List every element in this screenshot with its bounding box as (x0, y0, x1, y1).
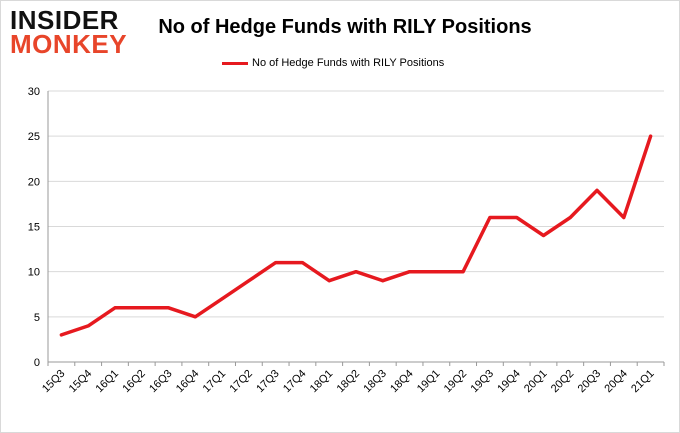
data-point (220, 297, 224, 301)
legend-label: No of Hedge Funds with RILY Positions (252, 57, 445, 69)
y-tick-label: 30 (28, 86, 40, 98)
data-point (488, 215, 492, 219)
x-tick-label: 15Q4 (67, 368, 95, 396)
y-tick-label: 25 (28, 131, 40, 143)
y-tick-label: 20 (28, 176, 40, 188)
data-point (595, 188, 599, 192)
y-tick-label: 10 (28, 267, 40, 279)
axes (47, 91, 665, 366)
data-point (140, 306, 144, 310)
x-tick-label: 17Q3 (254, 368, 282, 396)
x-tick-label: 16Q2 (120, 368, 148, 396)
y-tick-label: 5 (34, 312, 40, 324)
x-tick-label: 18Q1 (308, 368, 336, 396)
x-tick-label: 17Q2 (227, 368, 255, 396)
data-point (354, 270, 358, 274)
x-tick-label: 19Q4 (495, 368, 523, 396)
x-tick-label: 20Q4 (602, 368, 630, 396)
x-tick-label: 16Q4 (174, 368, 202, 396)
data-point (167, 306, 171, 310)
x-tick-label: 20Q2 (549, 368, 577, 396)
series-line (59, 134, 653, 337)
chart-title: No of Hedge Funds with RILY Positions (158, 16, 532, 38)
logo-text-bottom: MONKEY (10, 29, 128, 59)
data-point (541, 234, 545, 238)
data-point (622, 215, 626, 219)
x-tick-label: 18Q3 (361, 368, 389, 396)
data-point (515, 215, 519, 219)
x-tick-label: 19Q3 (469, 368, 497, 396)
x-tick-label: 15Q3 (40, 368, 68, 396)
data-point (274, 261, 278, 265)
legend-line-swatch (222, 61, 248, 65)
data-point (247, 279, 251, 283)
data-point (434, 270, 438, 274)
data-point (381, 279, 385, 283)
chart-legend: No of Hedge Funds with RILY Positions (222, 56, 444, 70)
grid-lines (48, 90, 664, 318)
series-lines (59, 134, 653, 337)
x-tick-label: 20Q3 (576, 368, 604, 396)
x-tick-label: 21Q1 (629, 368, 657, 396)
data-point (408, 270, 412, 274)
x-tick-label: 20Q1 (522, 368, 550, 396)
insider-monkey-logo: INSIDER MONKEY (10, 5, 128, 59)
y-tick-labels: 0 5 10 15 20 25 30 (28, 86, 40, 369)
y-tick-label: 15 (28, 222, 40, 234)
x-tick-label: 19Q2 (442, 368, 470, 396)
y-tick-label: 0 (34, 357, 40, 369)
x-tick-label: 18Q2 (335, 368, 363, 396)
x-tick-label: 16Q1 (94, 368, 122, 396)
x-tick-label: 18Q4 (388, 368, 416, 396)
data-point (86, 324, 90, 328)
data-point (59, 333, 63, 337)
data-point (327, 279, 331, 283)
x-tick-label: 19Q1 (415, 368, 443, 396)
data-point (568, 215, 572, 219)
data-point (113, 306, 117, 310)
data-point (300, 261, 304, 265)
data-point (649, 134, 653, 138)
data-point (461, 270, 465, 274)
x-tick-label: 17Q1 (201, 368, 229, 396)
logo-text-top: INSIDER (10, 5, 119, 35)
x-tick-label: 17Q4 (281, 368, 309, 396)
x-tick-label: 16Q3 (147, 368, 175, 396)
data-point (193, 315, 197, 319)
x-tick-labels: 15Q3 15Q4 16Q1 16Q2 16Q3 16Q4 17Q1 17Q2 17Q3 17Q4… (40, 368, 657, 396)
